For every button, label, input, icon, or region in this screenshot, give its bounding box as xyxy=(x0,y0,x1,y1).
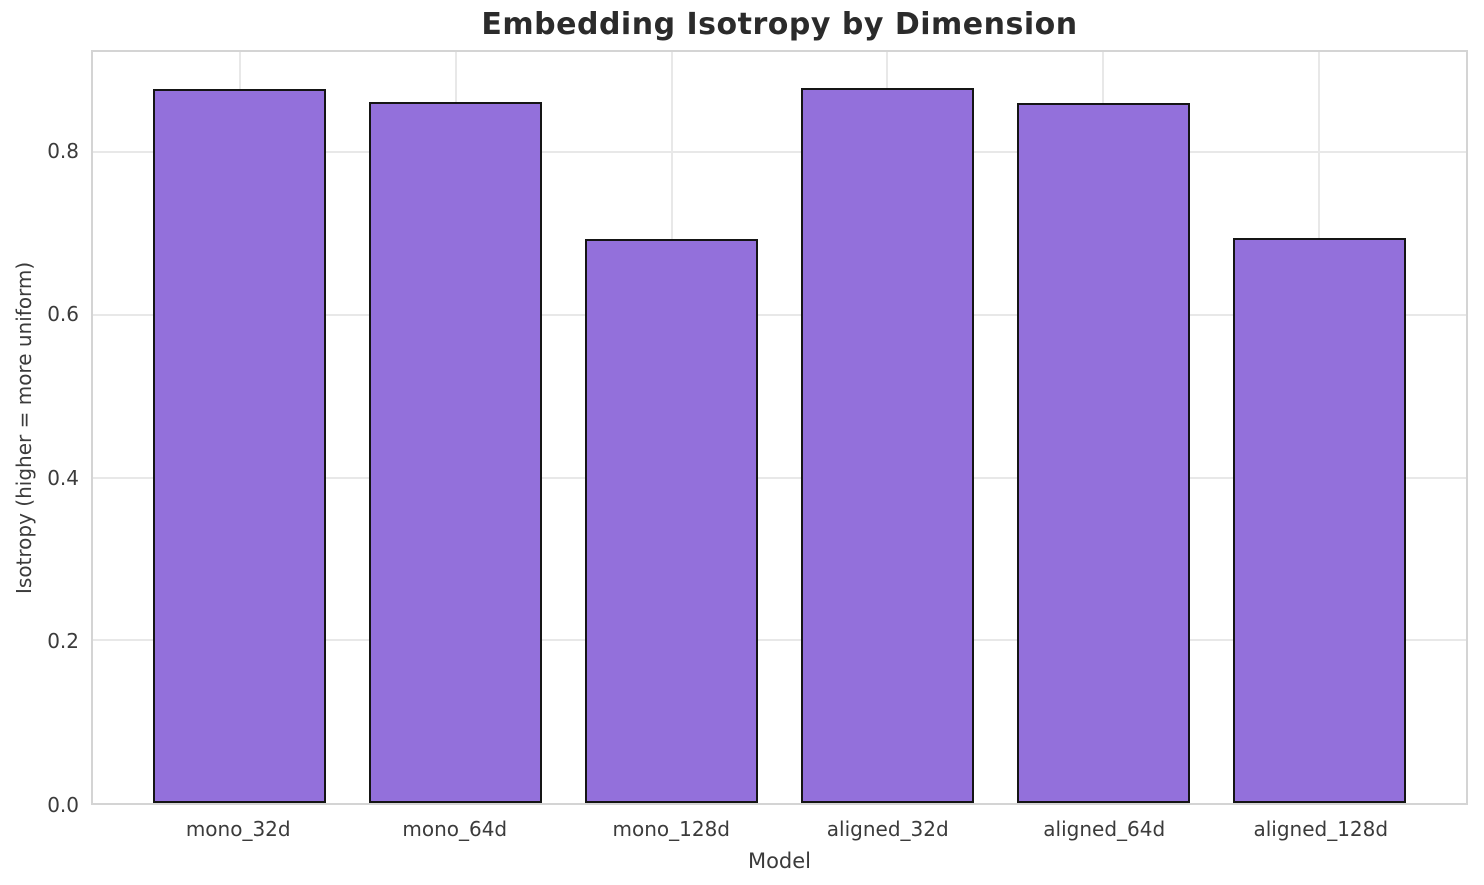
gridline-horizontal xyxy=(93,639,1466,642)
x-tick-label: aligned_32d xyxy=(826,817,949,841)
bar-mono_64d xyxy=(369,102,543,803)
gridline-horizontal xyxy=(93,151,1466,154)
y-tick-label: 0.0 xyxy=(47,793,79,817)
x-axis-label: Model xyxy=(747,849,812,873)
bar-aligned_128d xyxy=(1232,238,1406,803)
x-tick-label: mono_32d xyxy=(185,817,291,841)
gridline-horizontal xyxy=(93,476,1466,479)
bar-mono_128d xyxy=(585,239,758,803)
bar-aligned_64d xyxy=(1016,103,1190,803)
x-axis-ticks: mono_32d mono_64d mono_128d aligned_32d alig… xyxy=(91,817,1468,843)
gridline-horizontal xyxy=(93,313,1466,316)
chart-title: Embedding Isotropy by Dimension xyxy=(481,7,1078,42)
y-axis-ticks: 0.0 0.2 0.4 0.6 0.8 xyxy=(0,50,79,815)
y-tick-label: 0.2 xyxy=(47,629,79,654)
x-tick-label: mono_128d xyxy=(612,817,730,841)
x-tick-label: aligned_128d xyxy=(1253,817,1389,841)
y-tick-label: 0.4 xyxy=(47,465,79,490)
bar-mono_32d xyxy=(153,88,327,803)
plot-area xyxy=(91,50,1468,805)
x-tick-label: aligned_64d xyxy=(1043,817,1166,841)
y-tick-label: 0.6 xyxy=(47,302,79,327)
x-tick-label: mono_64d xyxy=(402,817,508,841)
bar-aligned_32d xyxy=(801,87,974,803)
y-tick-label: 0.8 xyxy=(47,138,79,163)
